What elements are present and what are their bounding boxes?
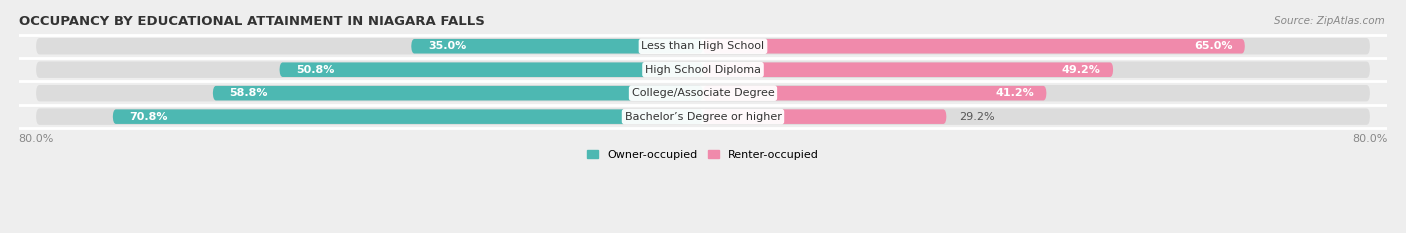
FancyBboxPatch shape bbox=[703, 86, 1046, 100]
FancyBboxPatch shape bbox=[37, 85, 1369, 101]
FancyBboxPatch shape bbox=[212, 86, 703, 100]
Text: 49.2%: 49.2% bbox=[1062, 65, 1101, 75]
FancyBboxPatch shape bbox=[703, 62, 1114, 77]
Text: OCCUPANCY BY EDUCATIONAL ATTAINMENT IN NIAGARA FALLS: OCCUPANCY BY EDUCATIONAL ATTAINMENT IN N… bbox=[20, 15, 485, 28]
FancyBboxPatch shape bbox=[280, 62, 703, 77]
Text: 58.8%: 58.8% bbox=[229, 88, 269, 98]
Text: College/Associate Degree: College/Associate Degree bbox=[631, 88, 775, 98]
FancyBboxPatch shape bbox=[37, 38, 1369, 55]
FancyBboxPatch shape bbox=[411, 39, 703, 54]
Text: 70.8%: 70.8% bbox=[129, 112, 167, 122]
FancyBboxPatch shape bbox=[703, 39, 1244, 54]
Text: 65.0%: 65.0% bbox=[1194, 41, 1233, 51]
Text: Bachelor’s Degree or higher: Bachelor’s Degree or higher bbox=[624, 112, 782, 122]
FancyBboxPatch shape bbox=[112, 109, 703, 124]
FancyBboxPatch shape bbox=[37, 108, 1369, 125]
Text: Source: ZipAtlas.com: Source: ZipAtlas.com bbox=[1274, 16, 1385, 26]
Text: Less than High School: Less than High School bbox=[641, 41, 765, 51]
Legend: Owner-occupied, Renter-occupied: Owner-occupied, Renter-occupied bbox=[582, 145, 824, 164]
Text: High School Diploma: High School Diploma bbox=[645, 65, 761, 75]
Text: 50.8%: 50.8% bbox=[297, 65, 335, 75]
Text: 29.2%: 29.2% bbox=[959, 112, 994, 122]
Text: 35.0%: 35.0% bbox=[427, 41, 467, 51]
FancyBboxPatch shape bbox=[703, 109, 946, 124]
FancyBboxPatch shape bbox=[37, 62, 1369, 78]
Text: 41.2%: 41.2% bbox=[995, 88, 1033, 98]
